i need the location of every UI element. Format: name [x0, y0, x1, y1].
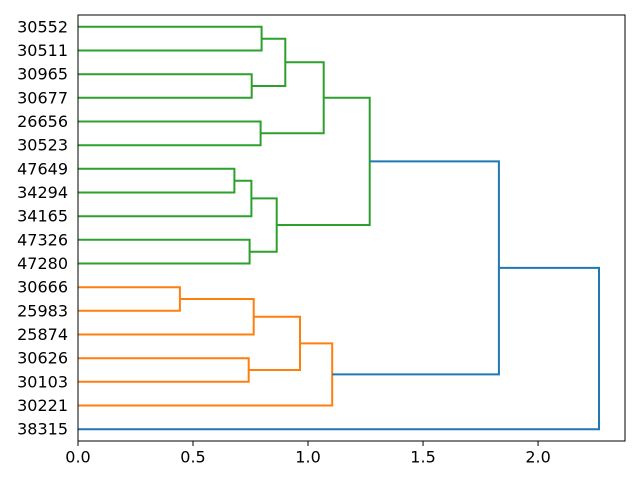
leaf-label-47280: 47280 — [17, 254, 68, 273]
leaf-label-30221: 30221 — [17, 396, 68, 415]
leaf-label-30626: 30626 — [17, 349, 68, 368]
leaf-label-47649: 47649 — [17, 159, 68, 178]
leaf-label-25874: 25874 — [17, 325, 68, 344]
axes-box — [77, 14, 626, 442]
leaf-label-30103: 30103 — [17, 372, 68, 391]
leaf-label-30552: 30552 — [17, 17, 68, 36]
x-tick-label-1.5: 1.5 — [410, 448, 435, 467]
leaf-label-30677: 30677 — [17, 88, 68, 107]
leaf-label-34294: 34294 — [17, 183, 68, 202]
leaf-label-26656: 26656 — [17, 112, 68, 131]
leaf-label-30965: 30965 — [17, 65, 68, 84]
x-tick-label-0.5: 0.5 — [180, 448, 205, 467]
x-tick-label-0.0: 0.0 — [65, 448, 90, 467]
leaf-label-30511: 30511 — [17, 41, 68, 60]
leaf-label-38315: 38315 — [17, 420, 68, 439]
leaf-label-47326: 47326 — [17, 230, 68, 249]
leaf-label-30666: 30666 — [17, 278, 68, 297]
x-tick-label-1.0: 1.0 — [295, 448, 320, 467]
leaf-label-30523: 30523 — [17, 136, 68, 155]
leaf-label-25983: 25983 — [17, 301, 68, 320]
leaf-label-34165: 34165 — [17, 207, 68, 226]
x-tick-label-2.0: 2.0 — [525, 448, 550, 467]
dendrogram-link-m17 — [78, 266, 600, 431]
